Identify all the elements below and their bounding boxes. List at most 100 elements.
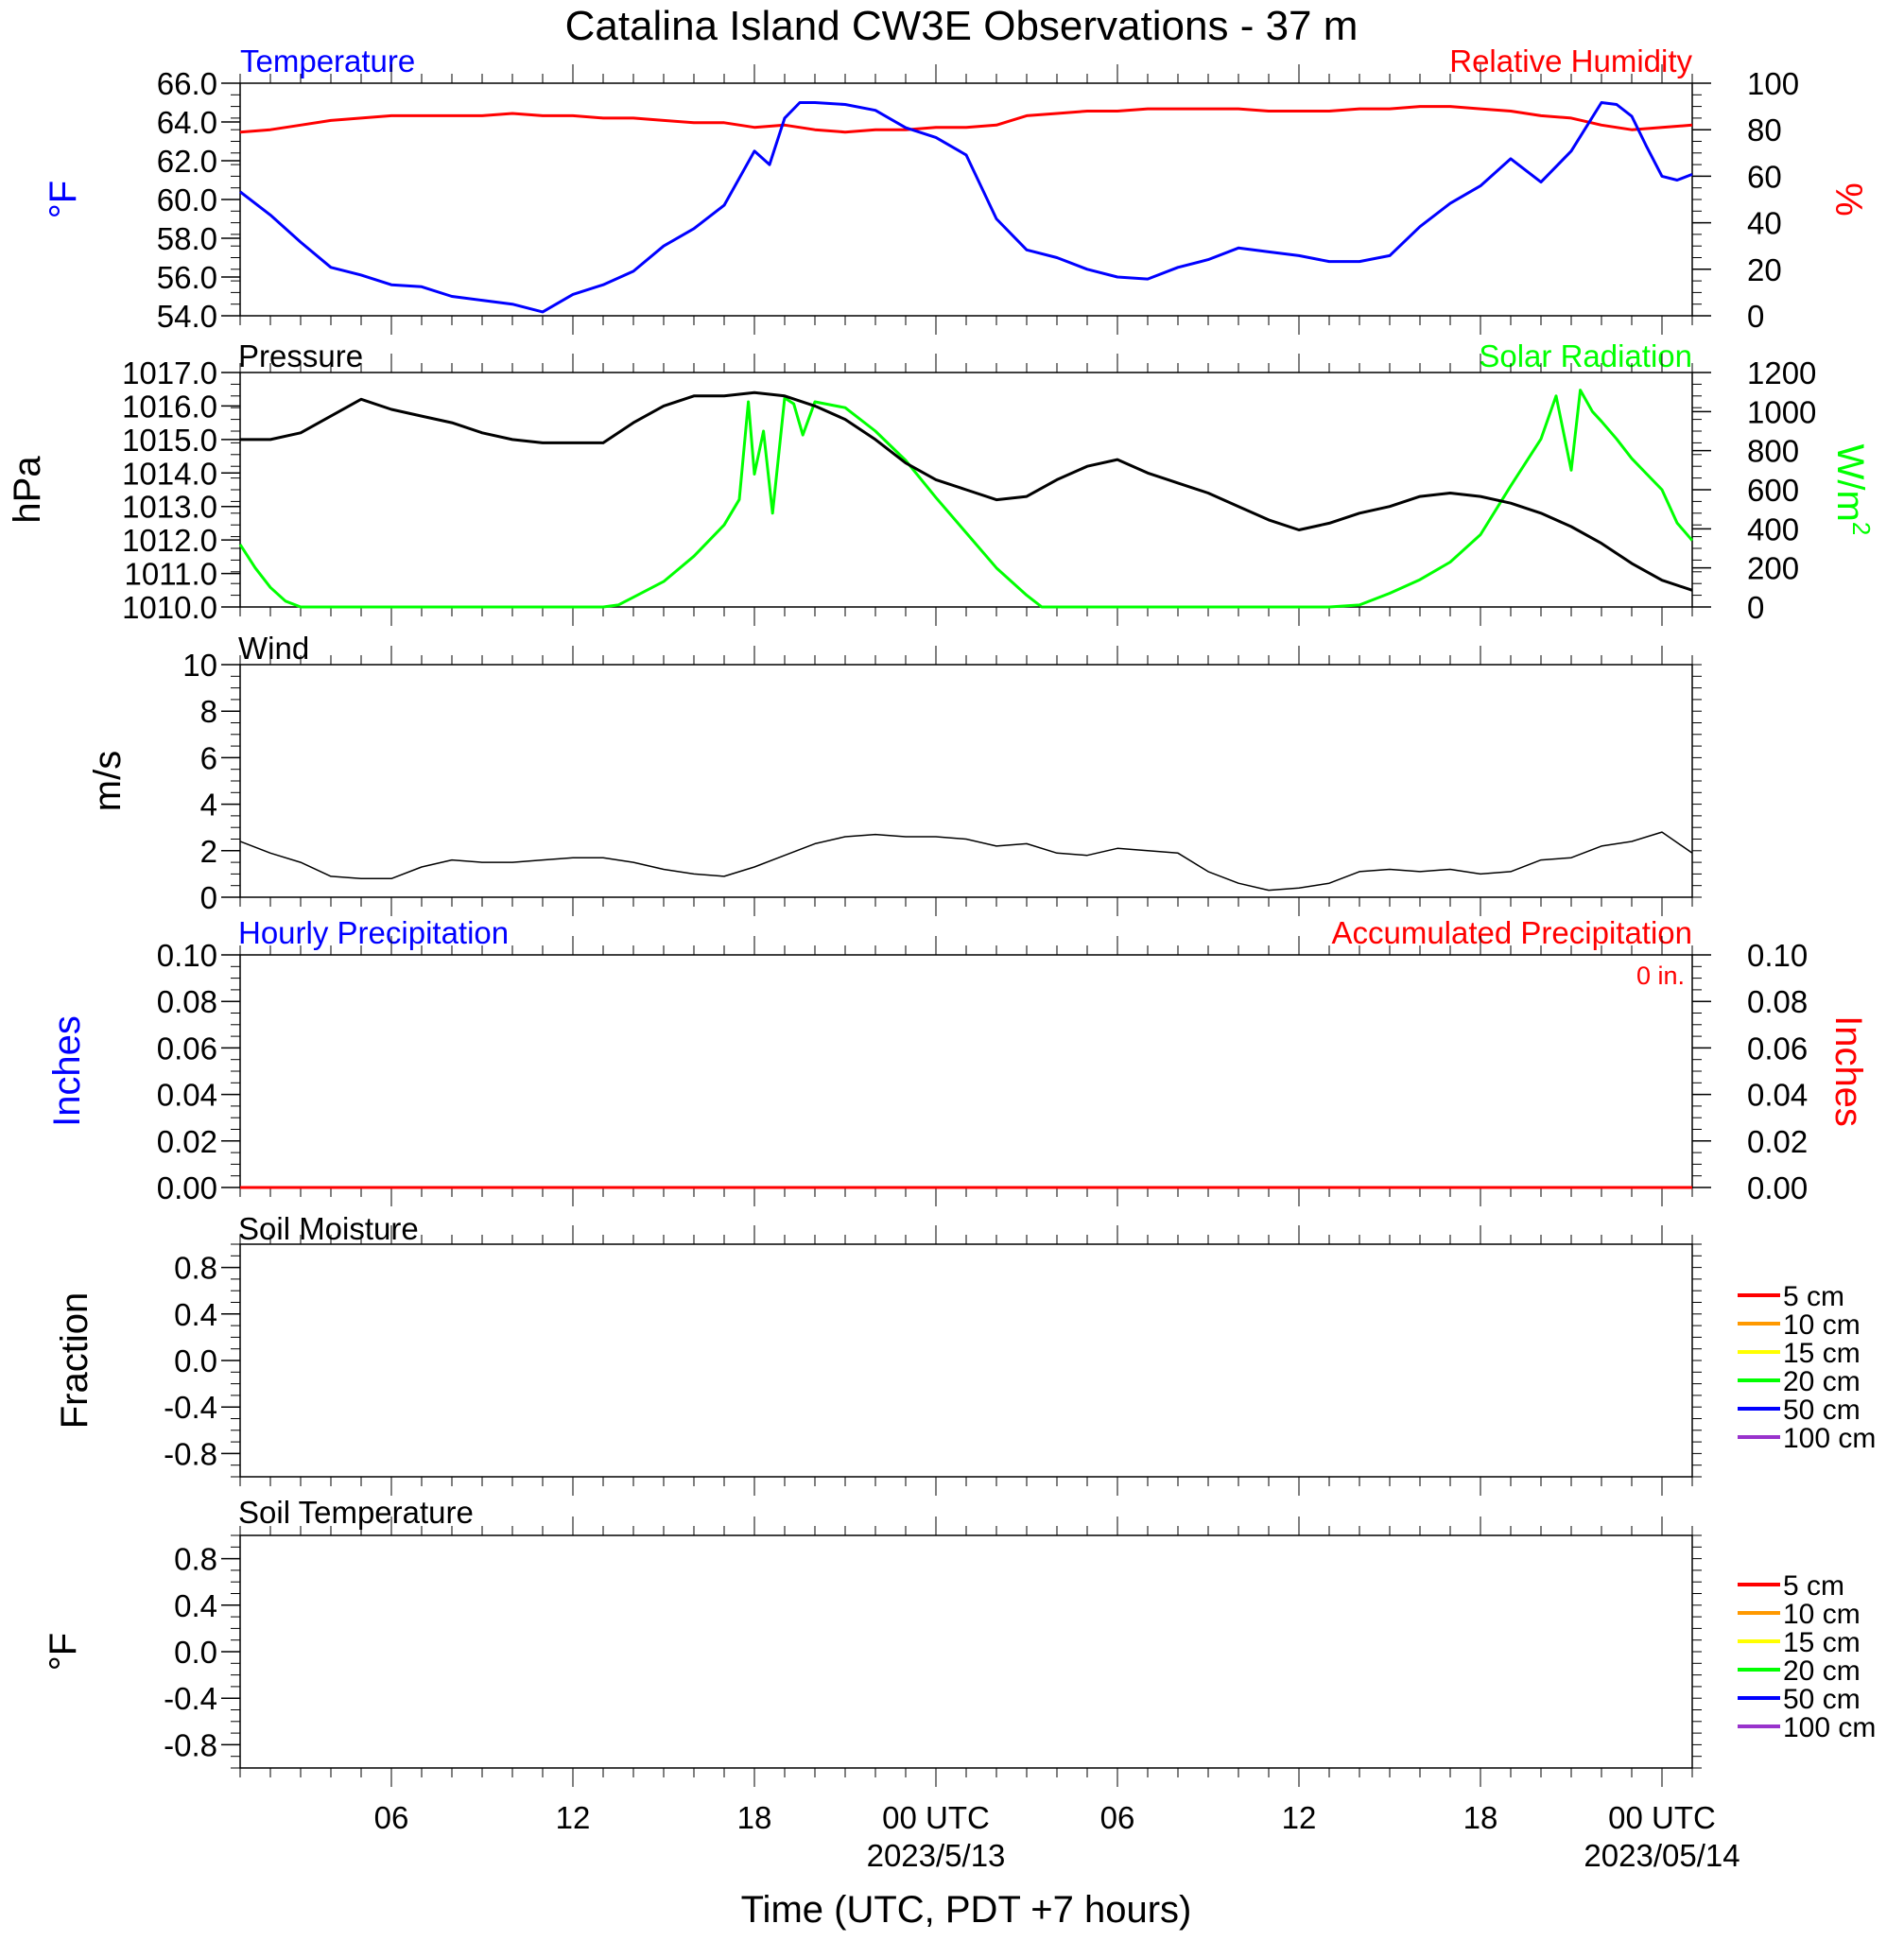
panel-precip-frame: [239, 954, 1693, 1188]
time-tick-label: 06: [374, 1800, 409, 1835]
pressure-line: [240, 390, 1693, 592]
left-tick-label: 4: [200, 788, 217, 823]
left-tick-label: 0.8: [174, 1251, 217, 1286]
left-tick-label: 1013.0: [122, 490, 217, 525]
right-tick-label: 100: [1747, 66, 1799, 101]
panel-temp-rh-frame: [239, 82, 1693, 317]
right-tick-label: 0.04: [1747, 1078, 1808, 1113]
right-tick-label: 40: [1747, 206, 1782, 241]
left-tick-label: 0: [200, 880, 217, 915]
soil-temp-right-minor-ticks: [1692, 1534, 1702, 1769]
solar-unit-exponent: 2: [1847, 522, 1876, 535]
right-tick-label: 0: [1747, 590, 1764, 625]
time-tick-label: 00 UTC: [882, 1800, 990, 1835]
soil-moisture-title: Soil Moisture: [238, 1211, 419, 1246]
left-tick-label: 60.0: [157, 182, 217, 217]
left-tick-label: 0.02: [157, 1124, 217, 1159]
left-tick-label: -0.8: [164, 1436, 217, 1471]
panel-temp-rh-time-ticks: [239, 64, 1693, 335]
left-tick-label: 1014.0: [122, 456, 217, 491]
right-tick-label: 0.00: [1747, 1170, 1808, 1205]
panel-wind-series: [239, 831, 1693, 892]
hourly-precip-title: Hourly Precipitation: [238, 915, 509, 950]
soil-temp-title: Soil Temperature: [238, 1495, 474, 1530]
left-tick-label: 10: [182, 648, 217, 683]
panel-soil-temp-time-ticks: [239, 1516, 1693, 1787]
left-tick-label: 62.0: [157, 144, 217, 179]
left-tick-label: 1015.0: [122, 423, 217, 458]
temperature-axis-ticks: 54.0 56.0 58.0 60.062.0 64.0 66.0: [157, 66, 240, 334]
accumulated-precip-total: 0 in.: [1636, 962, 1685, 990]
wind-speed-line: [239, 831, 1693, 892]
left-tick-label: -0.4: [164, 1390, 217, 1425]
panel-soil-temp-frame: [239, 1534, 1693, 1769]
panel-temp-rh-series: [239, 101, 1693, 314]
left-tick-label: 0.04: [157, 1078, 217, 1113]
left-tick-label: 1016.0: [122, 389, 217, 424]
panel-pressure-solar-time-ticks: [239, 354, 1693, 626]
soil-temp-unit: °F: [43, 1633, 84, 1671]
left-tick-label: 1011.0: [125, 557, 217, 592]
right-tick-label: 400: [1747, 511, 1799, 546]
legend-label: 20 cm: [1783, 1655, 1861, 1687]
legend-label: 50 cm: [1783, 1395, 1861, 1426]
time-tick-label: 06: [1100, 1800, 1135, 1835]
right-tick-label: 200: [1747, 551, 1799, 586]
temperature-title: Temperature: [240, 43, 415, 78]
soil-temp-axis-ticks: -0.8 -0.4 0.0 0.4 0.8: [164, 1534, 240, 1769]
legend-label: 15 cm: [1783, 1627, 1861, 1658]
panel-soil-moisture-frame: [239, 1243, 1693, 1478]
temperature-unit: °F: [43, 181, 84, 218]
panel-soil-moisture-time-ticks: [239, 1225, 1693, 1496]
left-tick-label: 1012.0: [122, 523, 217, 558]
right-tick-label: 600: [1747, 473, 1799, 508]
left-tick-label: 0.4: [174, 1297, 217, 1332]
right-tick-label: 0.10: [1747, 938, 1808, 973]
time-axis-title: Time (UTC, PDT +7 hours): [741, 1889, 1192, 1931]
right-tick-label: 1200: [1747, 355, 1816, 390]
right-tick-label: 80: [1747, 113, 1782, 147]
pressure-unit: hPa: [7, 456, 48, 524]
time-tick-label: 18: [737, 1800, 772, 1835]
legend-label: 100 cm: [1783, 1423, 1876, 1454]
soil-moisture-axis-ticks: -0.8 -0.4 0.0 0.4 0.8: [164, 1243, 240, 1478]
wind-axis-ticks: 0 2 4 6 8 10: [182, 648, 240, 915]
panel-soil-moisture: Soil Moisture Fraction -0.8 -0.4 0.0 0.4 0.8…: [54, 1211, 1876, 1496]
time-tick-label: 12: [556, 1800, 591, 1835]
panel-wind: Wind m/s 0 2 4 6 8 10: [87, 631, 1702, 916]
soil-moisture-right-minor-ticks: [1692, 1243, 1702, 1478]
solar-unit: W/m2: [1829, 444, 1876, 536]
left-tick-label: 0.0: [174, 1343, 217, 1378]
wind-unit: m/s: [87, 751, 129, 811]
panel-soil-temp: Soil Temperature °F -0.8 -0.4 0.0 0.4 0.8 5 …: [43, 1495, 1876, 1787]
left-tick-label: 58.0: [157, 221, 217, 256]
left-tick-label: 56.0: [157, 260, 217, 295]
right-tick-label: 60: [1747, 159, 1782, 194]
panel-temp-rh: Temperature Relative Humidity °F % 54.05…: [43, 43, 1869, 335]
left-tick-label: -0.4: [164, 1681, 217, 1716]
left-tick-label: 0.08: [157, 984, 217, 1019]
time-tick-label: 18: [1463, 1800, 1498, 1835]
legend-label: 20 cm: [1783, 1366, 1861, 1397]
pressure-axis-ticks: 1010.01011.01012.01013.01014.01015.01016…: [122, 355, 240, 625]
left-tick-label: 1010.0: [122, 590, 217, 625]
humidity-axis-ticks: 0 20 40 60 80 100: [1692, 66, 1799, 334]
panel-pressure-solar-series: [238, 389, 1694, 609]
panel-wind-frame: [239, 664, 1693, 898]
legend-label: 50 cm: [1783, 1684, 1861, 1715]
wind-title: Wind: [238, 631, 309, 666]
solar-unit-base: W/m: [1829, 444, 1871, 522]
left-tick-label: 6: [200, 740, 217, 775]
panel-pressure-solar: Pressure Solar Radiation hPa W/m2 1010.0…: [7, 338, 1876, 626]
left-tick-label: 0.06: [157, 1031, 217, 1066]
wind-right-minor-ticks: [1692, 664, 1702, 898]
hourly-precip-axis-ticks: 0.00 0.02 0.04 0.06 0.08 0.10: [157, 938, 240, 1205]
left-tick-label: 66.0: [157, 66, 217, 101]
date-label: 2023/5/13: [867, 1838, 1006, 1873]
chart-title: Catalina Island CW3E Observations - 37 m: [565, 3, 1359, 49]
